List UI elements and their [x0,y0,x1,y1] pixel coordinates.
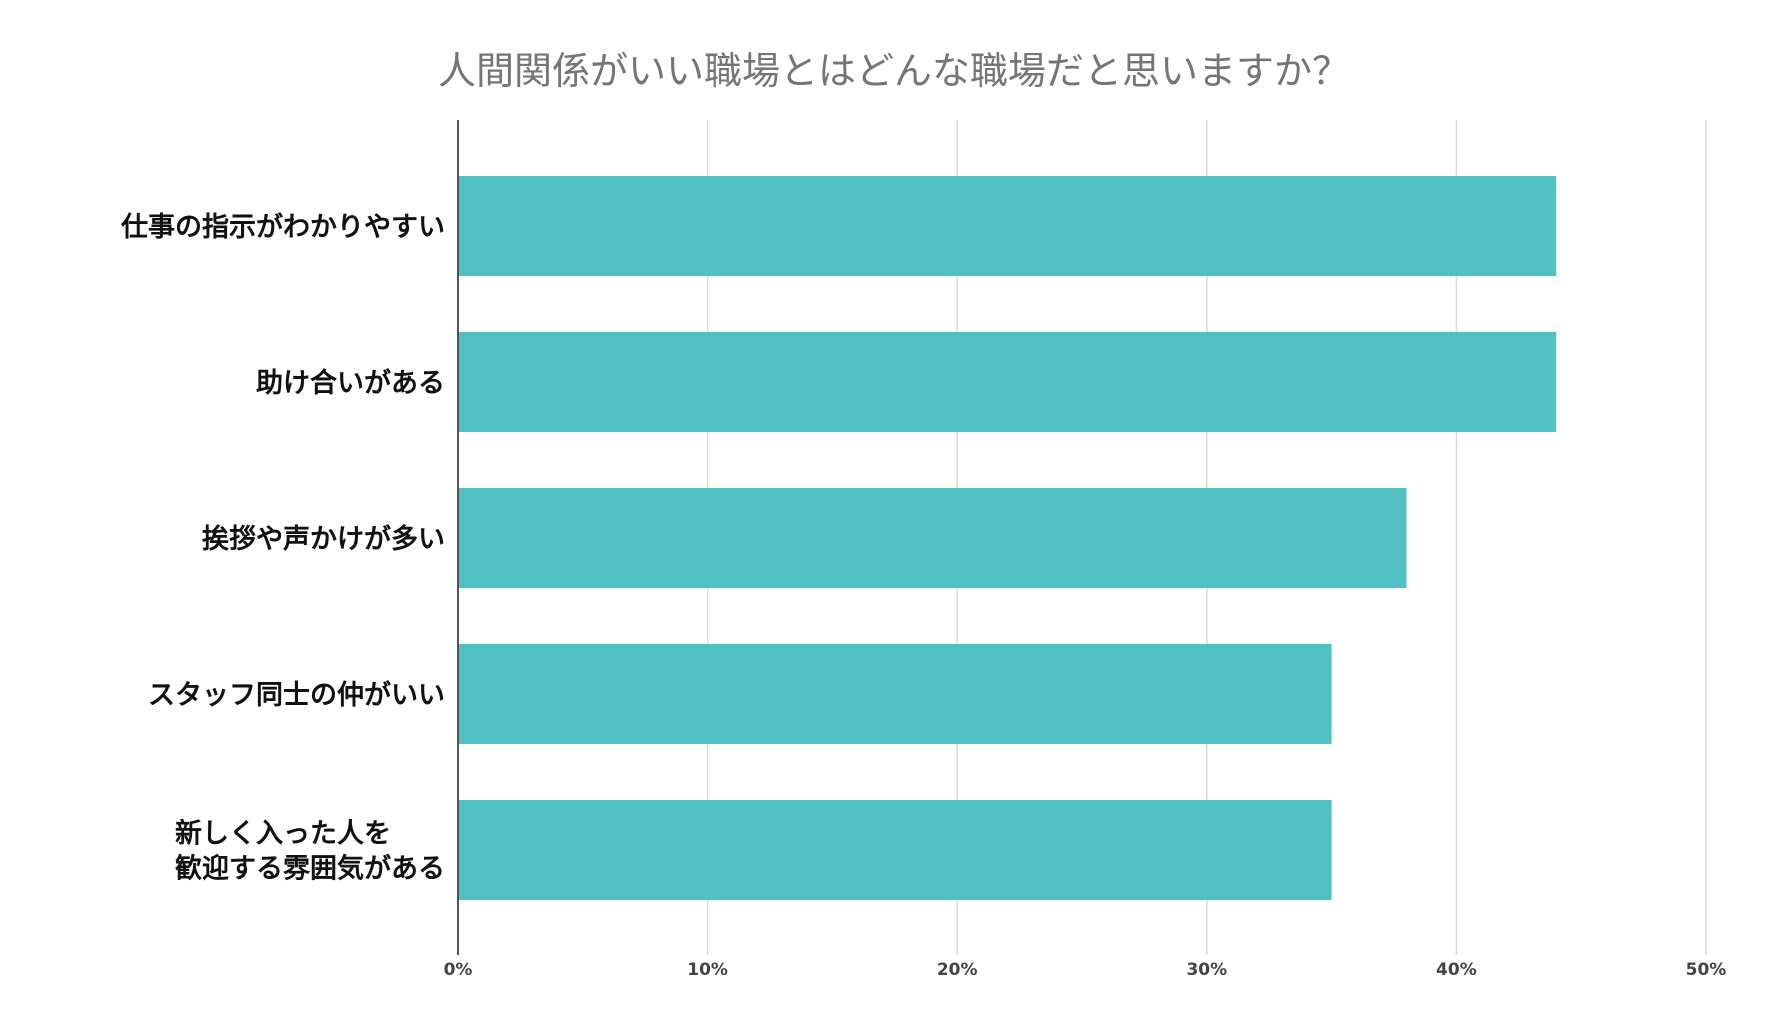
bar [458,332,1557,432]
y-category-label: 仕事の指示がわかりやすい [120,211,445,243]
x-tick-label: 10% [687,960,728,980]
x-tick-label: 40% [1436,960,1477,980]
bar [458,488,1407,588]
x-tick-label: 30% [1186,960,1227,980]
x-tick-label: 20% [937,960,978,980]
y-category-label-line: 歓迎する雰囲気がある [175,853,445,885]
x-tick-label: 0% [444,960,473,980]
bar [458,644,1332,744]
bar [458,800,1332,900]
y-category-label: スタッフ同士の仲がいい [148,679,445,711]
y-category-label-line: 新しく入った人を [175,818,391,850]
bar [458,176,1557,276]
x-tick-label: 50% [1686,960,1727,980]
chart-title: 人間関係がいい職場とはどんな職場だと思いますか？ [437,49,1350,93]
y-category-label: 助け合いがある [256,367,445,399]
y-category-label: 挨拶や声かけが多い [202,523,445,555]
